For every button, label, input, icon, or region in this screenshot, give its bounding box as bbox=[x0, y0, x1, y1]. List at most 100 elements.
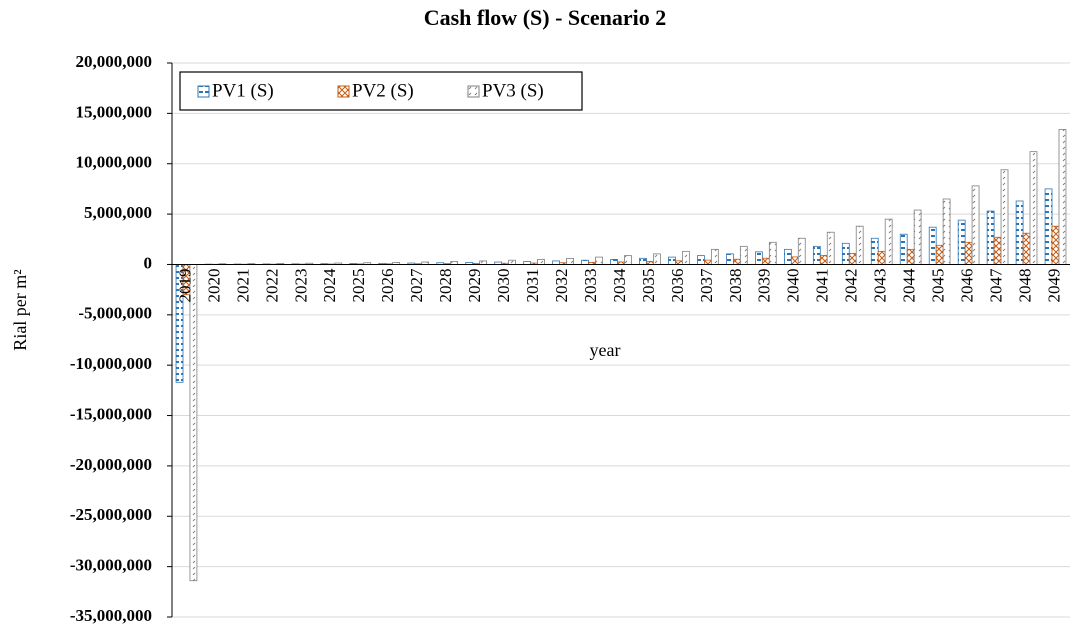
bar bbox=[935, 244, 944, 265]
bar bbox=[697, 255, 705, 265]
x-tick-label: 2047 bbox=[986, 268, 1005, 303]
bar bbox=[1015, 200, 1024, 265]
x-tick-label: 2029 bbox=[465, 268, 484, 302]
bar bbox=[710, 248, 719, 265]
x-tick-label: 2039 bbox=[755, 268, 774, 302]
bar bbox=[971, 185, 980, 265]
bar bbox=[877, 250, 886, 265]
bar bbox=[855, 225, 864, 265]
bar bbox=[928, 226, 937, 265]
bar bbox=[755, 251, 763, 265]
bar bbox=[848, 252, 857, 265]
bar bbox=[761, 257, 770, 265]
y-tick-label: -30,000,000 bbox=[70, 556, 152, 575]
x-tick-label: 2049 bbox=[1044, 268, 1063, 302]
x-tick-label: 2026 bbox=[378, 268, 397, 302]
bar bbox=[682, 250, 690, 265]
bar bbox=[826, 231, 835, 265]
x-tick-label: 2020 bbox=[204, 268, 223, 302]
bar bbox=[1051, 225, 1060, 265]
bar bbox=[566, 258, 574, 265]
bar bbox=[899, 233, 908, 265]
y-axis-label: Rial per m² bbox=[10, 269, 30, 350]
y-tick-label: -10,000,000 bbox=[70, 354, 152, 373]
bar bbox=[189, 264, 198, 582]
bar bbox=[906, 248, 915, 265]
x-tick-label: 2036 bbox=[668, 268, 687, 302]
legend-label: PV2 (S) bbox=[352, 80, 414, 101]
bar bbox=[732, 258, 741, 265]
bar bbox=[581, 259, 589, 265]
y-tick-label: -15,000,000 bbox=[70, 404, 152, 423]
x-tick-label: 2027 bbox=[407, 268, 426, 303]
x-tick-label: 2046 bbox=[958, 268, 977, 302]
legend-swatch bbox=[197, 85, 210, 98]
bar bbox=[1000, 169, 1009, 265]
y-tick-label: -20,000,000 bbox=[70, 455, 152, 474]
chart-title: Cash flow (S) - Scenario 2 bbox=[424, 5, 667, 30]
bar bbox=[783, 248, 792, 265]
bar bbox=[537, 259, 545, 265]
bar bbox=[726, 253, 734, 265]
bar bbox=[668, 256, 676, 265]
x-tick-label: 2044 bbox=[900, 268, 919, 303]
bar bbox=[1044, 188, 1053, 265]
x-tick-label: 2042 bbox=[842, 268, 861, 302]
y-tick-label: -35,000,000 bbox=[70, 606, 152, 625]
x-tick-label: 2040 bbox=[784, 268, 803, 302]
bar bbox=[942, 198, 951, 265]
legend-box bbox=[179, 71, 583, 111]
bar bbox=[704, 259, 712, 265]
bar bbox=[739, 245, 748, 265]
bar bbox=[610, 259, 618, 265]
bar bbox=[870, 237, 879, 265]
x-tick-label: 2048 bbox=[1015, 268, 1034, 302]
x-tick-label: 2030 bbox=[494, 268, 513, 302]
bar bbox=[964, 241, 973, 265]
bar bbox=[639, 257, 647, 265]
bar bbox=[479, 260, 487, 265]
bar bbox=[508, 259, 516, 265]
bar bbox=[913, 209, 922, 265]
x-tick-label: 2022 bbox=[262, 268, 281, 302]
bar bbox=[768, 241, 777, 265]
legend-label: PV3 (S) bbox=[482, 80, 544, 101]
legend-swatch bbox=[337, 85, 350, 98]
bar bbox=[552, 260, 560, 265]
bar bbox=[797, 237, 806, 265]
bar bbox=[595, 256, 603, 265]
x-tick-label: 2023 bbox=[291, 268, 310, 302]
bar bbox=[1058, 129, 1067, 265]
bar bbox=[957, 219, 966, 265]
y-tick-label: -5,000,000 bbox=[78, 304, 152, 323]
x-tick-label: 2035 bbox=[639, 268, 658, 302]
x-tick-label: 2041 bbox=[813, 268, 832, 302]
x-tick-label: 2045 bbox=[929, 268, 948, 302]
bar bbox=[653, 253, 661, 265]
bar bbox=[884, 218, 893, 265]
bar bbox=[841, 242, 850, 265]
bar bbox=[790, 256, 799, 265]
bar bbox=[993, 236, 1002, 265]
legend-label: PV1 (S) bbox=[212, 80, 274, 101]
x-tick-label: 2031 bbox=[523, 268, 542, 302]
bar bbox=[986, 210, 995, 265]
x-axis-label: year bbox=[590, 340, 621, 360]
y-tick-label: 20,000,000 bbox=[76, 52, 153, 71]
x-tick-label: 2033 bbox=[581, 268, 600, 302]
y-tick-label: -25,000,000 bbox=[70, 505, 152, 524]
x-tick-label: 2019 bbox=[175, 268, 194, 302]
bar bbox=[675, 260, 683, 265]
legend-swatch bbox=[467, 85, 480, 98]
x-tick-label: 2028 bbox=[436, 268, 455, 302]
bar bbox=[624, 255, 632, 265]
x-tick-label: 2025 bbox=[349, 268, 368, 302]
legend: PV1 (S) PV2 (S) PV3 (S) bbox=[179, 71, 583, 111]
y-tick-label: 0 bbox=[144, 253, 153, 272]
x-tick-label: 2034 bbox=[610, 268, 629, 303]
y-tick-label: 5,000,000 bbox=[84, 203, 152, 222]
bar bbox=[1029, 151, 1038, 265]
x-tick-label: 2021 bbox=[233, 268, 252, 302]
bar bbox=[1022, 232, 1031, 265]
